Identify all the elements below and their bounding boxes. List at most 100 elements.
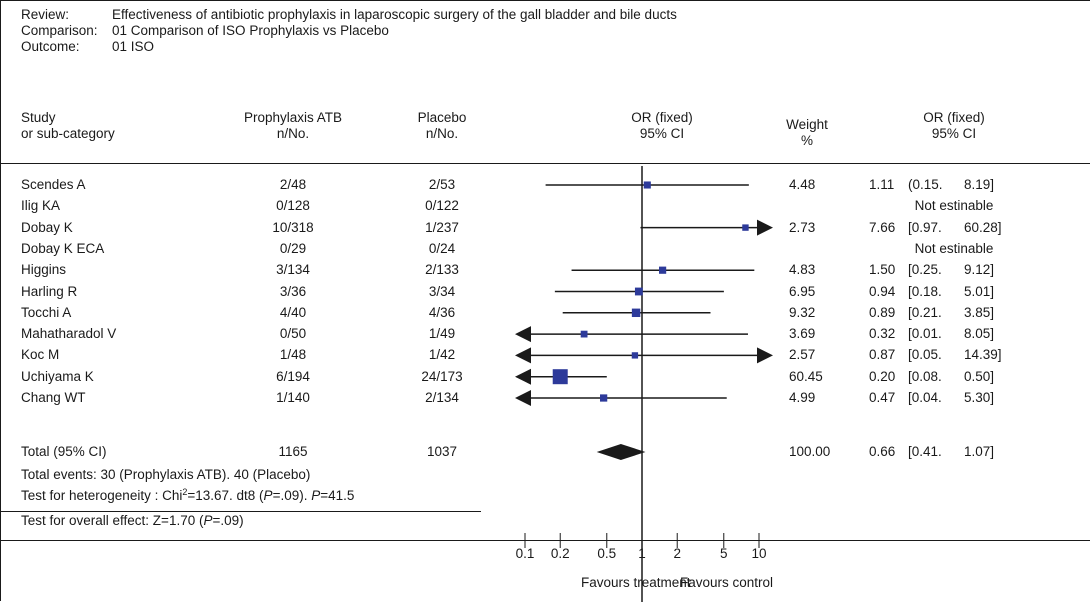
study-ci-high: 5.01] (964, 284, 995, 299)
study-control-events: 1/49 (428, 326, 456, 341)
study-ci-low: [0.97. (908, 220, 942, 235)
col-weight-1: Weight (786, 117, 828, 132)
study-weight: 3.69 (789, 326, 816, 341)
total-control: 1037 (426, 444, 458, 459)
study-treat-events: 3/36 (279, 284, 307, 299)
study-or: 1.11 (869, 177, 895, 192)
total-ci-low: [0.41. (908, 444, 942, 459)
study-ci-low: [0.18. (908, 284, 942, 299)
col-plot-2: 95% CI (639, 126, 685, 141)
ci-arrow-left (515, 347, 531, 364)
axis-tick-label: 2 (673, 546, 681, 561)
study-name: Uchiyama K (21, 369, 94, 384)
study-control-events: 3/34 (428, 284, 456, 299)
study-ci-high: 8.19] (964, 177, 995, 192)
study-name: Koc M (21, 347, 60, 362)
study-or: 1.50 (869, 262, 896, 277)
study-or: 0.20 (869, 369, 896, 384)
col-plot-1: OR (fixed) (631, 110, 693, 125)
col-control-2: n/No. (425, 126, 459, 141)
review-text: Effectiveness of antibiotic prophylaxis … (112, 7, 677, 22)
heterogeneity-test: Test for heterogeneity : Chi2=13.67. dt8… (21, 487, 355, 504)
study-weight: 4.99 (789, 390, 816, 405)
axis-tick-label: 10 (751, 546, 767, 561)
col-orci-1: OR (fixed) (923, 110, 985, 125)
col-weight-2: % (800, 133, 814, 148)
study-treat-events: 0/128 (276, 198, 310, 213)
study-ci-low: [0.05. (908, 347, 942, 362)
study-or: 0.87 (869, 347, 896, 362)
study-name: Ilig KA (21, 198, 61, 213)
study-name: Chang WT (21, 390, 86, 405)
total-label: Total (95% CI) (21, 444, 107, 459)
axis-tick-label: 0.5 (597, 546, 617, 561)
study-control-events: 1/237 (425, 220, 459, 235)
study-control-events: 0/122 (425, 198, 459, 213)
study-treat-events: 0/29 (279, 241, 307, 256)
study-marker (580, 330, 588, 338)
study-marker (600, 394, 608, 402)
study-or: 0.89 (869, 305, 896, 320)
study-treat-events: 4/40 (279, 305, 307, 320)
total-ci-high: 1.07] (964, 444, 995, 459)
study-control-events: 2/134 (425, 390, 459, 405)
col-treat-1: Prophylaxis ATB (243, 110, 343, 125)
study-name: Dobay K ECA (21, 241, 105, 256)
col-study-2: or sub-category (21, 126, 115, 141)
study-control-events: 0/24 (428, 241, 456, 256)
study-or: 0.94 (869, 284, 896, 299)
study-name: Scendes A (21, 177, 86, 192)
study-control-events: 2/133 (425, 262, 459, 277)
study-marker (631, 352, 639, 359)
study-weight: 4.83 (789, 262, 816, 277)
study-treat-events: 2/48 (279, 177, 307, 192)
study-weight: 4.48 (789, 177, 816, 192)
study-weight: 9.32 (789, 305, 816, 320)
study-ci-high: 9.12] (964, 262, 995, 277)
header-rule (1, 163, 1090, 164)
outcome-text: 01 ISO (112, 39, 155, 54)
favours-treatment: Favours treatment (581, 575, 691, 590)
study-or: 0.32 (869, 326, 896, 341)
study-marker (659, 266, 667, 274)
ci-arrow-right (757, 347, 773, 364)
axis-tick-label: 0.2 (550, 546, 570, 561)
ci-arrow-left (515, 390, 531, 406)
axis-rule (1, 540, 1090, 541)
outcome-label: Outcome: (21, 39, 80, 54)
study-weight: 2.73 (789, 220, 816, 235)
study-not-estimable: Not estinable (914, 198, 994, 213)
study-ci-low: [0.25. (908, 262, 942, 277)
study-control-events: 1/42 (428, 347, 456, 362)
study-not-estimable: Not estinable (914, 241, 994, 256)
overall-effect-test: Test for overall effect: Z=1.70 (P=.09) (21, 513, 244, 528)
study-treat-events: 3/134 (276, 262, 310, 277)
study-ci-low: (0.15. (908, 177, 943, 192)
total-events: Total events: 30 (Prophylaxis ATB). 40 (… (21, 467, 311, 482)
axis-tick-label: 5 (720, 546, 728, 561)
study-treat-events: 6/194 (276, 369, 310, 384)
study-name: Higgins (21, 262, 67, 277)
study-marker (552, 369, 568, 385)
col-treat-2: n/No. (276, 126, 310, 141)
total-weight: 100.00 (789, 444, 831, 459)
study-marker (742, 224, 749, 231)
col-orci-2: 95% CI (931, 126, 977, 141)
study-or: 7.66 (869, 220, 896, 235)
ci-arrow-left (515, 368, 531, 385)
pooled-diamond (596, 444, 646, 460)
col-study-1: Study (21, 110, 56, 125)
study-ci-low: [0.04. (908, 390, 942, 405)
study-weight: 2.57 (789, 347, 816, 362)
study-ci-high: 3.85] (964, 305, 995, 320)
study-name: Tocchi A (21, 305, 72, 320)
study-ci-low: [0.08. (908, 369, 942, 384)
study-ci-high: 5.30] (964, 390, 995, 405)
ci-arrow-right (757, 219, 773, 236)
study-name: Dobay K (21, 220, 73, 235)
review-label: Review: (21, 7, 70, 22)
study-weight: 60.45 (789, 369, 823, 384)
study-marker (643, 181, 651, 189)
